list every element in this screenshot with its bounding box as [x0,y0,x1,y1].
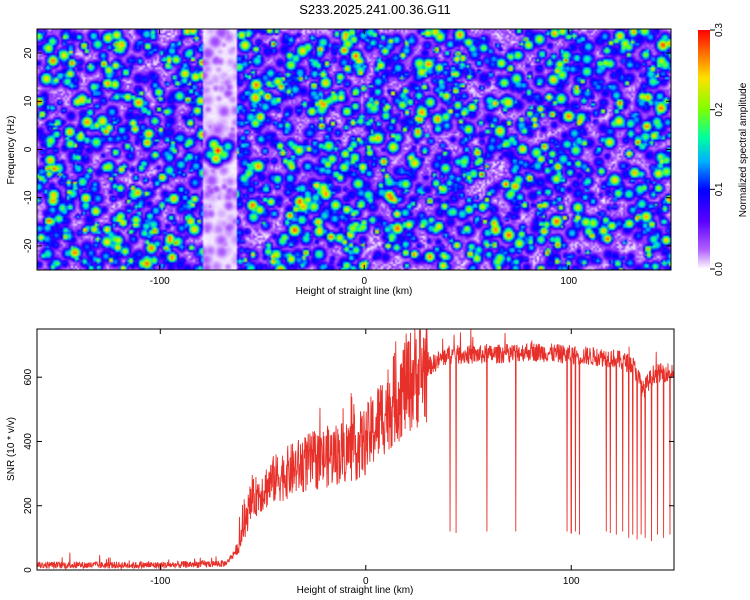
snr-panel: -100 0 100 0 200 400 600 Height of straight l… [6,328,675,596]
heatmap-x-tick-label: 0 [361,276,367,287]
heatmap-y-axis-label: Frequency (Hz) [6,116,17,185]
heatmap-y-tick-label: 10 [23,95,34,107]
heatmap-x-tick-label: -100 [150,276,170,287]
snr-y-tick-label: 400 [23,433,34,450]
heatmap-x-tick-label: 100 [560,276,577,287]
snr-x-tick-label: 0 [363,576,369,587]
snr-x-tick-label: 100 [563,576,580,587]
colorbar-tick-label: 0.1 [714,182,725,196]
snr-frame [36,328,675,571]
colorbar-label: Normalized spectral amplitude [738,82,749,217]
colorbar-ticks: 0.0 0.1 0.2 0.3 [710,23,725,276]
colorbar: 0.0 0.1 0.2 0.3 Normalized spectral amplitu… [698,23,749,276]
heatmap-y-tick-label: 20 [23,47,34,59]
snr-y-axis-label: SNR (10 * v/v) [6,417,17,481]
heatmap-y-tick-label: -10 [23,190,34,205]
heatmap-image [37,29,671,270]
heatmap-x-axis-label: Height of straight line (km) [296,286,413,297]
colorbar-gradient [698,30,710,269]
snr-series-line [36,328,675,571]
colorbar-tick-label: 0.0 [714,262,725,276]
colorbar-tick-label: 0.3 [714,23,725,37]
snr-y-tick-label: 200 [23,497,34,514]
heatmap-y-ticks: -20 -10 0 10 20 [23,47,671,253]
snr-y-tick-label: 600 [23,368,34,385]
heatmap-y-tick-label: 0 [23,146,34,152]
snr-x-ticks: -100 0 100 [150,329,580,587]
colorbar-tick-label: 0.2 [714,102,725,116]
page-title: S233.2025.241.00.36.G11 [299,2,451,17]
snr-x-tick-label: -100 [150,576,170,587]
snr-x-axis-label: Height of straight line (km) [297,585,414,596]
heatmap-y-tick-label: -20 [23,238,34,253]
snr-y-ticks: 0 200 400 600 [23,368,674,573]
snr-y-tick-label: 0 [23,567,34,573]
heatmap-x-ticks: -100 0 100 [150,29,578,287]
